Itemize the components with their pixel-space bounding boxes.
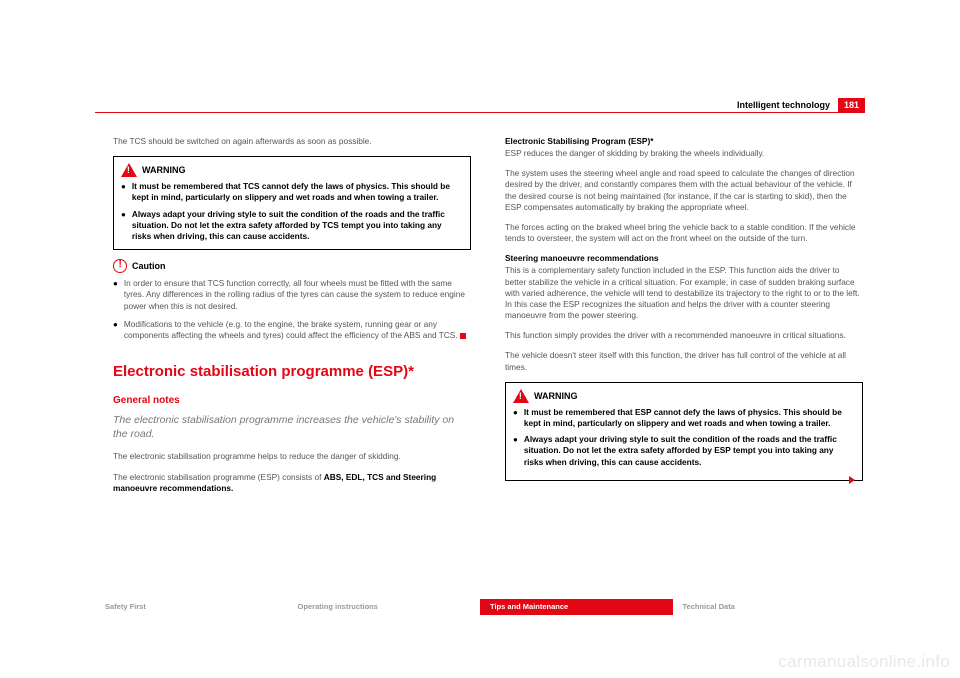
bullet-icon: ● <box>113 278 118 312</box>
warning-triangle-icon <box>121 163 137 177</box>
page-number-badge: 181 <box>838 98 865 112</box>
page-header: Intelligent technology 181 <box>737 98 865 112</box>
body-paragraph: The vehicle doesn't steer itself with th… <box>505 350 863 372</box>
warning-item: ● It must be remembered that TCS cannot … <box>121 181 463 203</box>
warning-item: ● Always adapt your driving style to sui… <box>121 209 463 243</box>
caution-label: Caution <box>132 261 166 271</box>
footer-tabs: Safety First Operating instructions Tips… <box>95 599 865 615</box>
bullet-icon: ● <box>121 209 126 243</box>
warning-header: WARNING <box>121 163 463 177</box>
lead-text: The electronic stabilisation programme i… <box>113 414 471 441</box>
caution-header: Caution <box>113 259 471 273</box>
caution-circle-icon <box>113 259 127 273</box>
footer-tab-tips[interactable]: Tips and Maintenance <box>480 599 673 615</box>
section-title: Intelligent technology <box>737 100 838 110</box>
body-paragraph: The electronic stabilisation programme (… <box>113 472 471 494</box>
warning-text: Always adapt your driving style to suit … <box>524 434 855 468</box>
left-column: The TCS should be switched on again afte… <box>113 136 471 503</box>
warning-item: ● It must be remembered that ESP cannot … <box>513 407 855 429</box>
body-paragraph: The system uses the steering wheel angle… <box>505 168 863 213</box>
right-column: Electronic Stabilising Program (ESP)* ES… <box>505 136 863 503</box>
caution-text: In order to ensure that TCS function cor… <box>124 278 471 312</box>
warning-label: WARNING <box>142 165 186 175</box>
body-paragraph: This is a complementary safety function … <box>505 265 863 321</box>
body-paragraph: The electronic stabilisation programme h… <box>113 451 471 462</box>
section-heading: Electronic stabilisation programme (ESP)… <box>113 363 471 380</box>
warning-label: WARNING <box>534 391 578 401</box>
warning-box: WARNING ● It must be remembered that ESP… <box>505 382 863 481</box>
footer-tab-safety[interactable]: Safety First <box>95 599 288 615</box>
content-columns: The TCS should be switched on again afte… <box>113 136 865 503</box>
sub-heading: Electronic Stabilising Program (ESP)* <box>505 136 863 146</box>
warning-text: It must be remembered that ESP cannot de… <box>524 407 855 429</box>
sub-heading: Steering manoeuvre recommendations <box>505 253 863 263</box>
continue-arrow-icon <box>849 476 855 484</box>
caution-text: Modifications to the vehicle (e.g. to th… <box>124 319 471 341</box>
watermark: carmanualsonline.info <box>778 652 950 672</box>
caution-item: ● Modifications to the vehicle (e.g. to … <box>113 319 471 341</box>
warning-item: ● Always adapt your driving style to sui… <box>513 434 855 468</box>
caution-item: ● In order to ensure that TCS function c… <box>113 278 471 312</box>
warning-triangle-icon <box>513 389 529 403</box>
bullet-icon: ● <box>121 181 126 203</box>
subsection-heading: General notes <box>113 395 471 406</box>
intro-text: The TCS should be switched on again afte… <box>113 136 471 147</box>
bullet-icon: ● <box>113 319 118 341</box>
body-paragraph: This function simply provides the driver… <box>505 330 863 341</box>
manual-page: Intelligent technology 181 The TCS shoul… <box>95 0 865 678</box>
bullet-icon: ● <box>513 407 518 429</box>
header-rule <box>95 112 865 113</box>
warning-box: WARNING ● It must be remembered that TCS… <box>113 156 471 250</box>
warning-text: Always adapt your driving style to suit … <box>132 209 463 243</box>
footer-tab-technical[interactable]: Technical Data <box>673 599 866 615</box>
body-paragraph: The forces acting on the braked wheel br… <box>505 222 863 244</box>
warning-header: WARNING <box>513 389 855 403</box>
footer-tab-operating[interactable]: Operating instructions <box>288 599 481 615</box>
bullet-icon: ● <box>513 434 518 468</box>
body-paragraph: ESP reduces the danger of skidding by br… <box>505 148 863 159</box>
warning-text: It must be remembered that TCS cannot de… <box>132 181 463 203</box>
end-square-icon <box>460 333 466 339</box>
